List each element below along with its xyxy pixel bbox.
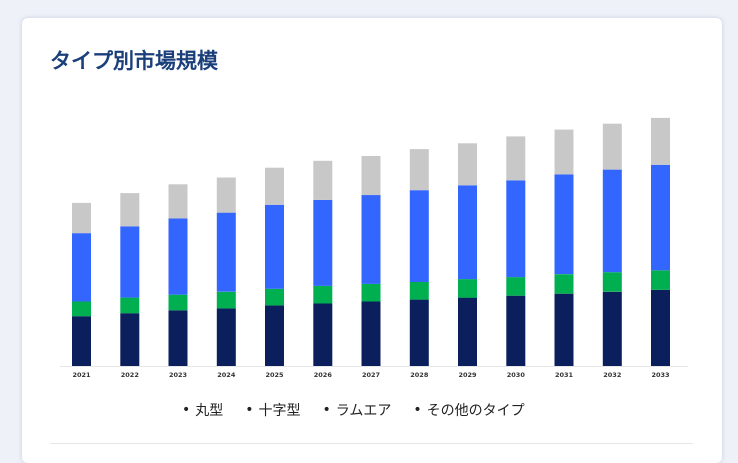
bar-segment-2028-s2[interactable] xyxy=(409,190,429,282)
bar-segment-2033-s3[interactable] xyxy=(651,117,670,165)
bar-segment-2026-s2[interactable] xyxy=(313,199,333,286)
bar-segment-2023-s2[interactable] xyxy=(168,218,188,295)
legend-label-other: その他のタイプ xyxy=(426,403,525,419)
bar-segment-2028-s1[interactable] xyxy=(409,282,429,300)
bar-segment-2022-s1[interactable] xyxy=(120,297,140,314)
bar-segment-2029-s1[interactable] xyxy=(458,279,477,298)
bar-segment-2031-s2[interactable] xyxy=(554,174,574,275)
chart-card: タイプ別市場規模 2021 2022 2023 2024 2025 2026 2027 202… xyxy=(22,18,722,463)
bar-segment-2032-s3[interactable] xyxy=(602,123,622,170)
bar-segment-2031-s0[interactable] xyxy=(554,293,574,366)
bar-segment-2026-s0[interactable] xyxy=(313,303,333,367)
bar-segment-2025-s1[interactable] xyxy=(265,288,284,306)
legend-bullet: • xyxy=(322,402,331,418)
chart-title: タイプ別市場規模 xyxy=(50,49,218,73)
bar-segment-2021-s1[interactable] xyxy=(72,301,91,317)
bar-segment-2025-s2[interactable] xyxy=(265,204,284,289)
bar-segment-2033-s0[interactable] xyxy=(651,289,670,366)
legend-bullet: • xyxy=(245,402,254,418)
bar-segment-2033-s2[interactable] xyxy=(651,164,670,271)
bar-segment-2030-s1[interactable] xyxy=(506,277,526,296)
bar-segment-2032-s0[interactable] xyxy=(602,291,622,366)
x-tick-label-2022: 2022 xyxy=(121,371,139,379)
bar-segment-2024-s1[interactable] xyxy=(216,291,236,309)
bar-segment-2029-s3[interactable] xyxy=(458,143,477,186)
bar-segment-2021-s0[interactable] xyxy=(72,316,91,366)
legend-item-ram-air[interactable]: • ラムエア xyxy=(323,400,392,420)
x-tick-label-2028: 2028 xyxy=(410,371,429,379)
bar-segment-2023-s1[interactable] xyxy=(168,294,188,311)
x-tick-label-2030: 2030 xyxy=(507,371,526,379)
bar-segment-2027-s1[interactable] xyxy=(361,283,381,302)
bar-segment-2030-s2[interactable] xyxy=(506,180,526,278)
bar-segment-2026-s3[interactable] xyxy=(313,160,333,200)
legend-label-round: 丸型 xyxy=(195,403,224,419)
legend-item-other[interactable]: • その他のタイプ xyxy=(413,400,524,420)
bar-segment-2032-s2[interactable] xyxy=(602,169,622,273)
bar-segment-2022-s0[interactable] xyxy=(120,313,140,366)
legend-bullet: • xyxy=(413,402,422,418)
bar-segment-2026-s1[interactable] xyxy=(313,285,333,304)
bar-segment-2028-s3[interactable] xyxy=(409,149,429,191)
bar-segment-2033-s1[interactable] xyxy=(651,270,670,290)
bar-segment-2032-s1[interactable] xyxy=(602,272,622,292)
x-tick-label-2031: 2031 xyxy=(555,371,574,379)
legend: • 丸型 • 十字型 • ラムエア • その他のタイプ xyxy=(182,400,525,420)
legend-bullet: • xyxy=(182,402,191,418)
bar-segment-2030-s0[interactable] xyxy=(506,295,526,366)
bar-segment-2027-s3[interactable] xyxy=(361,156,381,196)
bar-segment-2022-s2[interactable] xyxy=(120,226,140,298)
x-tick-label-2023: 2023 xyxy=(169,371,187,379)
legend-label-cross: 十字型 xyxy=(258,403,301,419)
bar-segment-2025-s0[interactable] xyxy=(265,305,284,366)
bar-segment-2029-s2[interactable] xyxy=(458,185,477,280)
bar-segment-2027-s2[interactable] xyxy=(361,195,381,284)
bar-segment-2031-s3[interactable] xyxy=(554,129,574,175)
x-tick-label-2033: 2033 xyxy=(651,371,669,379)
x-tick-label-2029: 2029 xyxy=(458,371,477,379)
bar-segment-2023-s0[interactable] xyxy=(168,310,188,366)
x-tick-label-2021: 2021 xyxy=(72,371,91,379)
bar-segment-2024-s2[interactable] xyxy=(216,212,236,292)
stacked-bar-chart: 2021 2022 2023 2024 2025 2026 2027 2028 2029 2030… xyxy=(60,117,688,379)
x-tick-label-2025: 2025 xyxy=(265,371,284,379)
bar-segment-2021-s2[interactable] xyxy=(72,233,91,302)
bar-segment-2024-s0[interactable] xyxy=(216,308,236,366)
bar-segment-2024-s3[interactable] xyxy=(216,177,236,213)
bar-segment-2030-s3[interactable] xyxy=(506,136,526,181)
bar-segment-2022-s3[interactable] xyxy=(120,193,140,227)
legend-item-round[interactable]: • 丸型 xyxy=(182,400,223,420)
divider xyxy=(50,443,693,444)
bar-segment-2025-s3[interactable] xyxy=(265,167,284,205)
bar-segment-2021-s3[interactable] xyxy=(72,202,91,234)
legend-item-cross[interactable]: • 十字型 xyxy=(245,400,300,420)
bar-segment-2023-s3[interactable] xyxy=(168,184,188,219)
x-tick-label-2026: 2026 xyxy=(314,371,333,379)
bar-segment-2029-s0[interactable] xyxy=(458,297,477,366)
x-tick-label-2032: 2032 xyxy=(603,371,621,379)
bar-segment-2027-s0[interactable] xyxy=(361,301,381,367)
legend-label-ram-air: ラムエア xyxy=(335,403,392,419)
x-tick-label-2027: 2027 xyxy=(362,371,380,379)
x-tick-label-2024: 2024 xyxy=(217,371,236,379)
bar-segment-2028-s0[interactable] xyxy=(409,299,429,366)
bar-segment-2031-s1[interactable] xyxy=(554,274,574,294)
